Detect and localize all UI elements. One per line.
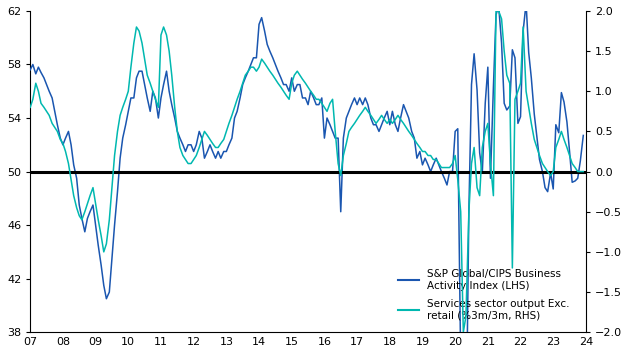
- Legend: S&P Global/CIPS Business
Activity Index (LHS), Services sector output Exc.
retai: S&P Global/CIPS Business Activity Index …: [398, 269, 570, 321]
